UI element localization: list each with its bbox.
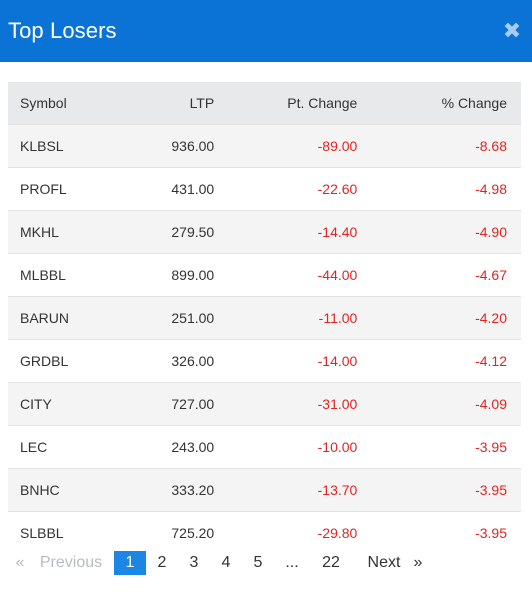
table-row: BARUN 251.00 -11.00 -4.20: [8, 296, 521, 339]
modal-header: Top Losers ✖: [0, 0, 532, 62]
table-row: SLBBL 725.20 -29.80 -3.95: [8, 511, 521, 554]
pt-change-cell: -44.00: [317, 266, 358, 283]
symbol-cell[interactable]: PROFL: [20, 180, 67, 197]
pct-change-cell: -3.95: [475, 524, 507, 541]
pct-change-cell: -8.68: [475, 137, 507, 154]
pct-change-cell: -3.95: [475, 438, 507, 455]
symbol-cell[interactable]: BNHC: [20, 481, 60, 498]
pagination: « Previous 1 2 3 4 5 ... 22 Next »: [8, 550, 426, 576]
pt-change-cell: -10.00: [317, 438, 358, 455]
symbol-cell[interactable]: CITY: [20, 395, 52, 412]
symbol-cell[interactable]: MKHL: [20, 223, 59, 240]
symbol-cell[interactable]: LEC: [20, 438, 48, 455]
pt-change-cell: -13.70: [317, 481, 358, 498]
page-button-3[interactable]: 3: [189, 554, 199, 571]
pct-change-cell: -3.95: [475, 481, 507, 498]
losers-table-container: Symbol LTP Pt. Change % Change KLBSL 936…: [8, 82, 521, 554]
pt-change-cell: -31.00: [317, 395, 358, 412]
page-button-1[interactable]: 1: [114, 551, 146, 575]
page-button-4[interactable]: 4: [221, 554, 231, 571]
symbol-cell[interactable]: SLBBL: [20, 524, 64, 541]
page-ellipsis: ...: [285, 554, 299, 571]
modal-title: Top Losers: [8, 18, 117, 43]
table-row: PROFL 431.00 -22.60 -4.98: [8, 167, 521, 210]
pt-change-cell: -14.40: [317, 223, 358, 240]
pt-change-cell: -29.80: [317, 524, 358, 541]
symbol-cell[interactable]: MLBBL: [20, 266, 66, 283]
pct-change-cell: -4.12: [475, 352, 507, 369]
pct-change-cell: -4.67: [475, 266, 507, 283]
pt-change-cell: -89.00: [317, 137, 358, 154]
symbol-cell[interactable]: KLBSL: [20, 137, 64, 154]
page-button-22[interactable]: 22: [322, 554, 340, 571]
pt-change-cell: -11.00: [318, 309, 358, 326]
page-button-5[interactable]: 5: [253, 554, 263, 571]
ltp-cell: 727.00: [171, 395, 215, 412]
next-button[interactable]: Next: [367, 554, 401, 571]
symbol-cell[interactable]: BARUN: [20, 309, 70, 326]
column-header-symbol[interactable]: Symbol: [20, 94, 67, 111]
symbol-cell[interactable]: GRDBL: [20, 352, 69, 369]
ltp-cell: 333.20: [171, 481, 215, 498]
table-header-row: Symbol LTP Pt. Change % Change: [8, 82, 521, 124]
ltp-cell: 899.00: [171, 266, 215, 283]
pct-change-cell: -4.98: [475, 180, 507, 197]
ltp-cell: 725.20: [171, 524, 215, 541]
ltp-cell: 251.00: [171, 309, 215, 326]
close-icon[interactable]: ✖: [502, 18, 522, 43]
column-header-pct-change[interactable]: % Change: [441, 94, 507, 111]
table-row: KLBSL 936.00 -89.00 -8.68: [8, 124, 521, 167]
table-row: BNHC 333.20 -13.70 -3.95: [8, 468, 521, 511]
pct-change-cell: -4.90: [475, 223, 507, 240]
ltp-cell: 326.00: [171, 352, 215, 369]
table-row: CITY 727.00 -31.00 -4.09: [8, 382, 521, 425]
column-header-ltp[interactable]: LTP: [189, 94, 215, 111]
ltp-cell: 279.50: [171, 223, 215, 240]
first-page-icon: «: [15, 554, 25, 571]
losers-table: Symbol LTP Pt. Change % Change KLBSL 936…: [8, 82, 521, 554]
ltp-cell: 243.00: [171, 438, 215, 455]
pct-change-cell: -4.09: [475, 395, 507, 412]
ltp-cell: 431.00: [171, 180, 215, 197]
table-row: GRDBL 326.00 -14.00 -4.12: [8, 339, 521, 382]
table-row: MLBBL 899.00 -44.00 -4.67: [8, 253, 521, 296]
pt-change-cell: -22.60: [317, 180, 358, 197]
table-row: LEC 243.00 -10.00 -3.95: [8, 425, 521, 468]
pct-change-cell: -4.20: [475, 309, 507, 326]
page-button-2[interactable]: 2: [157, 554, 167, 571]
pt-change-cell: -14.00: [317, 352, 358, 369]
table-row: MKHL 279.50 -14.40 -4.90: [8, 210, 521, 253]
last-page-icon[interactable]: »: [413, 554, 423, 571]
ltp-cell: 936.00: [171, 137, 215, 154]
previous-button: Previous: [39, 554, 103, 571]
column-header-pt-change[interactable]: Pt. Change: [287, 94, 358, 111]
